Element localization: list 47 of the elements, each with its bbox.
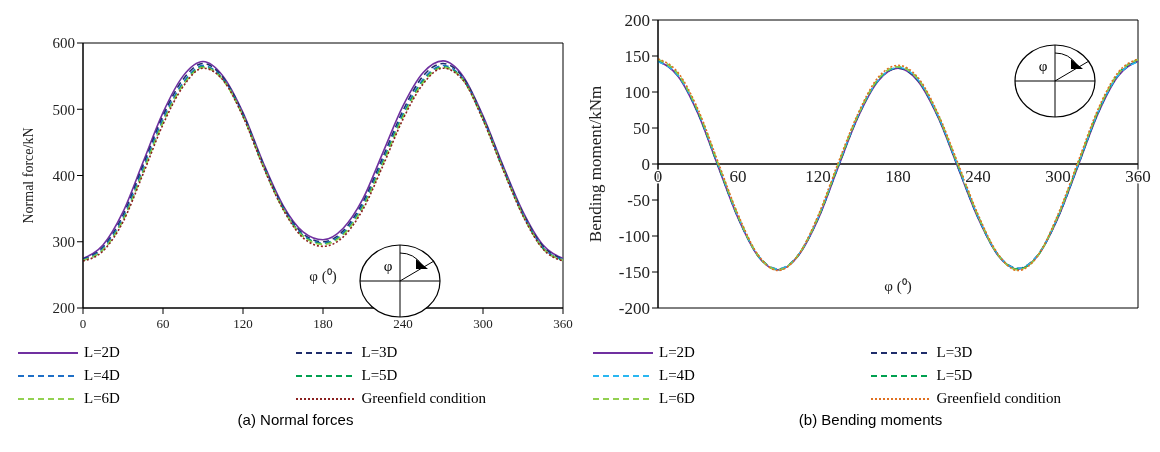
x-tick-label: 300 — [473, 316, 493, 331]
y-axis-title: Normal force/kN — [20, 127, 36, 224]
y-tick-label: -50 — [627, 191, 650, 211]
x-tick-label: 180 — [885, 167, 911, 186]
x-tick-label: 180 — [313, 316, 333, 331]
y-tick-label: 600 — [52, 35, 75, 52]
x-tick-label: 60 — [729, 167, 747, 186]
circle-angle-icon: φ — [1013, 43, 1097, 119]
y-axis-title: Bending moment/kNm — [586, 85, 606, 243]
annotation: φ — [383, 258, 393, 274]
legend-label: Greenfield condition — [361, 390, 487, 407]
x-tick-label: 120 — [233, 316, 253, 331]
annotation: φ — [1038, 58, 1048, 74]
x-tick-label: 300 — [1045, 167, 1071, 186]
legend-label: L=2D — [659, 344, 695, 361]
legend-label: L=2D — [84, 344, 120, 361]
legend-label: L=6D — [84, 390, 120, 407]
legend-label: L=5D — [936, 367, 973, 384]
x-tick-label: 360 — [553, 316, 573, 331]
text: (a) Normal forces — [236, 411, 355, 428]
text: (b) Bending moments — [797, 411, 944, 428]
y-tick-label: -200 — [618, 299, 650, 319]
y-tick-label: 400 — [52, 167, 75, 184]
y-tick-label: 300 — [52, 234, 75, 251]
y-tick-label: -100 — [618, 227, 650, 247]
legend-label: L=5D — [361, 367, 398, 384]
legend-label: L=4D — [84, 367, 120, 384]
y-tick-label: 200 — [624, 11, 650, 31]
y-tick-label: 500 — [52, 101, 75, 118]
x-tick-label: 240 — [393, 316, 413, 331]
legend-label: L=3D — [936, 344, 973, 361]
y-tick-label: 100 — [624, 83, 650, 103]
x-tick-label: 120 — [805, 167, 831, 186]
y-tick-label: 200 — [52, 300, 75, 317]
legend-label: L=4D — [659, 367, 695, 384]
x-tick-label: 240 — [965, 167, 991, 186]
y-tick-label: 50 — [633, 119, 650, 139]
legend-label: L=6D — [659, 390, 695, 407]
y-tick-label: 150 — [624, 47, 650, 67]
y-tick-label: -150 — [618, 263, 650, 283]
legend-label: L=3D — [361, 344, 398, 361]
x-axis-title: φ (⁰) — [884, 277, 912, 295]
x-tick-label: 0 — [79, 316, 87, 331]
x-axis-title: φ (⁰) — [309, 267, 337, 285]
legend-label: Greenfield condition — [936, 390, 1062, 407]
x-tick-label: 60 — [156, 316, 170, 331]
circle-angle-icon: φ — [358, 243, 442, 319]
